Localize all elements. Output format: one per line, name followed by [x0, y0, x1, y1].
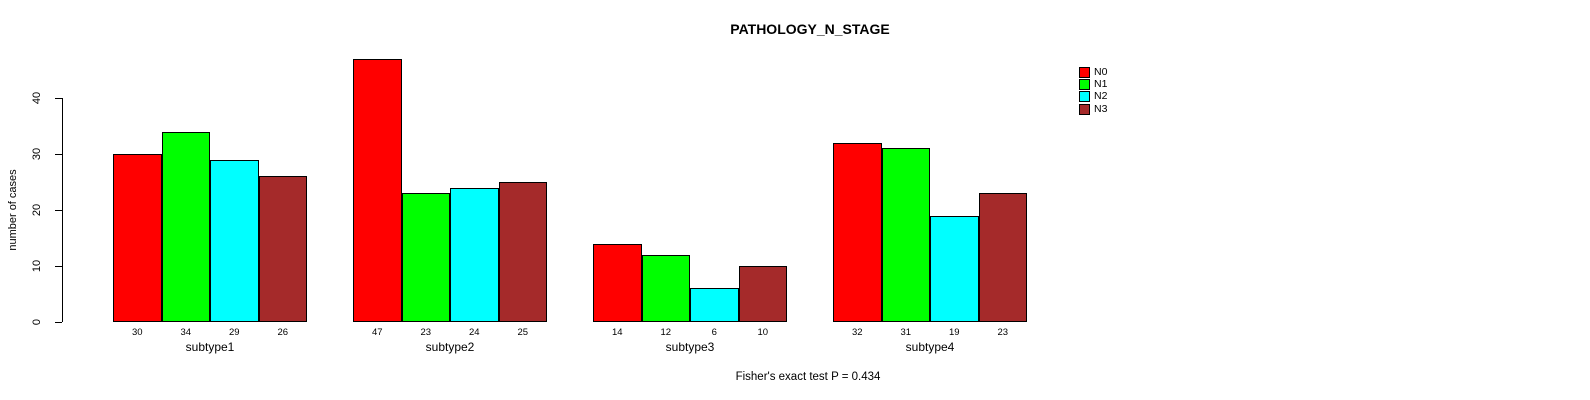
- chart-title: PATHOLOGY_N_STAGE: [730, 21, 890, 37]
- bar-subtype1-N2: [210, 159, 259, 322]
- legend-item-n1: N1: [1079, 78, 1107, 90]
- legend-item-n3: N3: [1079, 103, 1107, 115]
- bar-subtype1-N3: [258, 176, 307, 322]
- category-label-subtype3: subtype3: [665, 340, 715, 354]
- bar-value-label: 26: [277, 327, 289, 338]
- bar-value-label: 31: [900, 327, 912, 338]
- footer-annotation: Fisher's exact test P = 0.434: [735, 371, 881, 383]
- bar-subtype4-N3: [978, 193, 1027, 322]
- category-label-subtype1: subtype1: [185, 340, 235, 354]
- bar-value-label: 23: [997, 327, 1009, 338]
- legend-swatch-n2: [1079, 91, 1090, 103]
- bar-value-label: 6: [711, 327, 717, 338]
- bar-subtype4-N0: [833, 142, 882, 322]
- bar-subtype2-N1: [401, 193, 450, 322]
- bar-value-label: 24: [468, 327, 480, 338]
- bar-subtype2-N0: [353, 58, 402, 322]
- y-tick-label: 10: [31, 259, 43, 273]
- y-tick-label: 20: [31, 203, 43, 217]
- category-label-subtype2: subtype2: [425, 340, 475, 354]
- legend-item-n2: N2: [1079, 91, 1107, 103]
- category-label-subtype4: subtype4: [905, 340, 955, 354]
- bar-subtype1-N1: [161, 131, 210, 322]
- y-tick-label: 40: [31, 91, 43, 105]
- legend-swatch-n0: [1079, 66, 1090, 78]
- y-tick-mark: [55, 266, 62, 267]
- y-tick-mark: [55, 98, 62, 99]
- bar-subtype3-N1: [641, 254, 690, 322]
- bar-value-label: 14: [611, 327, 623, 338]
- legend-label-n2: N2: [1094, 90, 1108, 103]
- bar-value-label: 25: [517, 327, 529, 338]
- bar-value-label: 34: [180, 327, 192, 338]
- y-tick-label: 0: [31, 318, 43, 326]
- bar-subtype3-N3: [738, 266, 787, 322]
- bar-subtype3-N2: [690, 288, 739, 322]
- bar-subtype3-N0: [593, 243, 642, 322]
- bar-value-label: 32: [851, 327, 863, 338]
- bar-subtype4-N2: [930, 215, 979, 322]
- bar-subtype1-N0: [113, 154, 162, 322]
- bar-value-label: 12: [660, 327, 672, 338]
- bar-value-label: 47: [371, 327, 383, 338]
- bar-value-label: 29: [228, 327, 240, 338]
- legend-item-n0: N0: [1079, 66, 1107, 78]
- legend-swatch-n1: [1079, 78, 1090, 90]
- y-axis-title: number of cases: [7, 169, 19, 251]
- legend-label-n3: N3: [1094, 102, 1108, 115]
- y-tick-label: 30: [31, 147, 43, 161]
- legend: N0 N1 N2 N3: [1079, 66, 1107, 115]
- bar-value-label: 23: [420, 327, 432, 338]
- legend-label-n0: N0: [1094, 65, 1108, 78]
- legend-swatch-n3: [1079, 103, 1090, 115]
- y-tick-mark: [55, 154, 62, 155]
- legend-label-n1: N1: [1094, 77, 1108, 90]
- bar-subtype4-N1: [881, 148, 930, 322]
- bar-value-label: 30: [131, 327, 143, 338]
- y-tick-mark: [55, 322, 62, 323]
- y-axis-line: [62, 98, 63, 322]
- bar-value-label: 19: [948, 327, 960, 338]
- bar-value-label: 10: [757, 327, 769, 338]
- bar-subtype2-N3: [498, 182, 547, 322]
- y-tick-mark: [55, 210, 62, 211]
- bar-subtype2-N2: [450, 187, 499, 322]
